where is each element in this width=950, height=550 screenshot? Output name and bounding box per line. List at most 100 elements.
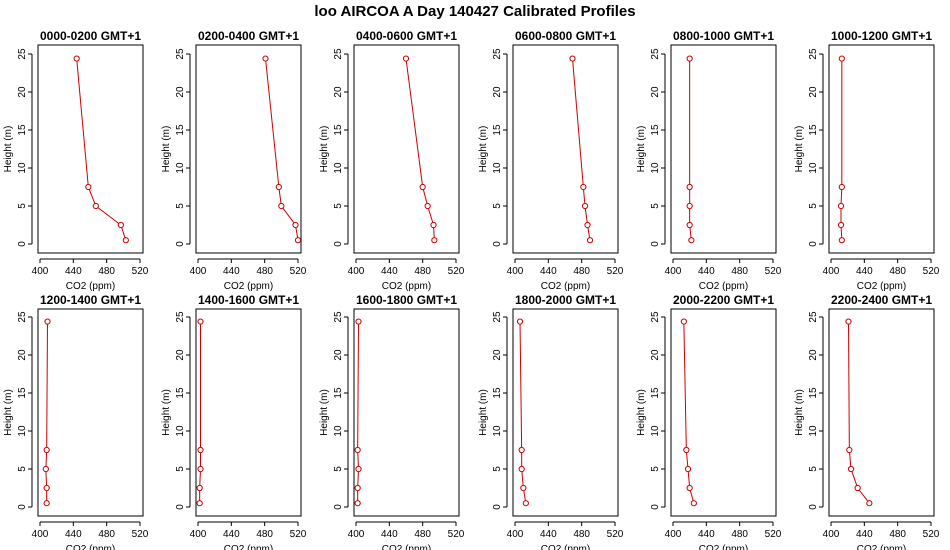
profile-line xyxy=(519,321,527,504)
y-tick-label: 25 xyxy=(175,311,186,323)
x-tick-label: 440 xyxy=(698,529,715,540)
profile-panel: 0200-0400 GMT+1 400 440 480 520 CO2 (ppm) 0 5 10… xyxy=(161,29,307,292)
x-tick-label: 520 xyxy=(132,529,149,540)
data-point xyxy=(197,465,204,473)
y-tick-label: 25 xyxy=(17,48,28,60)
y-tick-label: 10 xyxy=(650,162,661,174)
x-tick-label: 400 xyxy=(190,266,207,277)
x-axis-label: CO2 (ppm) xyxy=(699,281,748,292)
y-tick-label: 15 xyxy=(175,124,186,136)
y-tick-label: 5 xyxy=(17,203,28,209)
x-tick-label: 480 xyxy=(256,266,273,277)
y-tick-label: 0 xyxy=(492,504,503,510)
x-tick-label: 480 xyxy=(256,529,273,540)
x-tick-label: 440 xyxy=(856,529,873,540)
y-tick-label: 0 xyxy=(333,504,344,510)
x-tick-label: 400 xyxy=(32,266,49,277)
y-tick-label: 20 xyxy=(650,349,661,361)
data-point xyxy=(197,318,204,325)
y-tick-label: 0 xyxy=(808,241,819,247)
data-point xyxy=(85,183,92,191)
y-tick-label: 5 xyxy=(17,466,28,472)
y-axis-label: Height (m) xyxy=(478,389,489,436)
y-tick-label: 20 xyxy=(650,86,661,98)
x-tick-label: 400 xyxy=(348,266,365,277)
panel-title: 1800-2000 GMT+1 xyxy=(515,293,616,307)
y-tick-label: 20 xyxy=(175,86,186,98)
data-point xyxy=(430,221,437,229)
profile-line xyxy=(45,321,48,504)
x-tick-label: 520 xyxy=(132,266,149,277)
profile-panel: 1200-1400 GMT+1 400 440 480 520 CO2 (ppm) 0 5 10… xyxy=(3,293,149,550)
y-tick-label: 10 xyxy=(333,162,344,174)
data-point xyxy=(838,55,845,62)
y-tick-label: 5 xyxy=(808,466,819,472)
y-tick-label: 25 xyxy=(650,311,661,323)
x-tick-label: 400 xyxy=(665,266,682,277)
y-tick-label: 0 xyxy=(650,504,661,510)
y-axis-label: Height (m) xyxy=(3,389,14,436)
figure-title: loo AIRCOA A Day 140427 Calibrated Profi… xyxy=(314,3,635,20)
y-axis-label: Height (m) xyxy=(794,126,805,173)
y-tick-label: 20 xyxy=(333,86,344,98)
y-tick-label: 10 xyxy=(175,162,186,174)
y-tick-label: 5 xyxy=(175,203,186,209)
x-tick-label: 480 xyxy=(98,266,115,277)
data-point xyxy=(845,318,852,325)
y-tick-label: 20 xyxy=(808,349,819,361)
x-tick-label: 440 xyxy=(223,266,240,277)
data-point xyxy=(680,318,687,325)
y-tick-label: 10 xyxy=(650,425,661,437)
profile-line xyxy=(357,321,360,504)
y-tick-label: 15 xyxy=(650,124,661,136)
data-point xyxy=(354,446,361,454)
panel-title: 0000-0200 GMT+1 xyxy=(40,29,141,43)
data-point xyxy=(520,484,527,492)
y-tick-label: 20 xyxy=(808,86,819,98)
y-tick-label: 0 xyxy=(808,504,819,510)
data-point xyxy=(686,55,693,62)
y-tick-label: 20 xyxy=(492,86,503,98)
profile-line xyxy=(199,321,201,504)
profile-panel: 2200-2400 GMT+1 400 440 480 520 CO2 (ppm) 0 5 10… xyxy=(794,293,940,550)
y-axis-label: Height (m) xyxy=(161,389,172,436)
y-tick-label: 0 xyxy=(17,241,28,247)
y-axis-label: Height (m) xyxy=(636,389,647,436)
y-axis-label: Height (m) xyxy=(3,126,14,173)
x-tick-label: 440 xyxy=(65,266,82,277)
x-tick-label: 520 xyxy=(607,266,624,277)
data-point xyxy=(117,221,124,229)
plot-frame xyxy=(828,44,935,254)
x-tick-label: 480 xyxy=(889,266,906,277)
data-point xyxy=(686,202,693,210)
data-point xyxy=(42,465,49,473)
y-tick-label: 25 xyxy=(333,48,344,60)
y-tick-label: 5 xyxy=(650,203,661,209)
y-tick-label: 5 xyxy=(808,203,819,209)
data-point xyxy=(866,500,873,507)
data-point xyxy=(516,318,524,325)
y-tick-label: 0 xyxy=(650,241,661,247)
y-tick-label: 20 xyxy=(17,86,28,98)
panel-title: 0200-0400 GMT+1 xyxy=(198,29,299,43)
profile-panel: 1000-1200 GMT+1 400 440 480 520 CO2 (ppm) 0 5 10… xyxy=(794,29,940,292)
data-point xyxy=(73,55,80,62)
x-tick-label: 480 xyxy=(573,529,590,540)
y-tick-label: 15 xyxy=(492,387,503,399)
x-tick-label: 400 xyxy=(507,529,524,540)
y-tick-label: 10 xyxy=(17,162,28,174)
data-point xyxy=(122,237,129,244)
data-point xyxy=(355,318,362,325)
panel-title: 1400-1600 GMT+1 xyxy=(198,293,299,307)
y-tick-label: 10 xyxy=(492,162,503,174)
y-tick-label: 5 xyxy=(333,203,344,209)
profile-panel: 2000-2200 GMT+1 400 440 480 520 CO2 (ppm) 0 5 10… xyxy=(636,293,782,550)
profile-line xyxy=(840,58,843,241)
y-tick-label: 15 xyxy=(17,124,28,136)
y-tick-label: 5 xyxy=(492,466,503,472)
data-point xyxy=(569,55,576,62)
x-tick-label: 520 xyxy=(923,266,940,277)
y-tick-label: 5 xyxy=(492,203,503,209)
